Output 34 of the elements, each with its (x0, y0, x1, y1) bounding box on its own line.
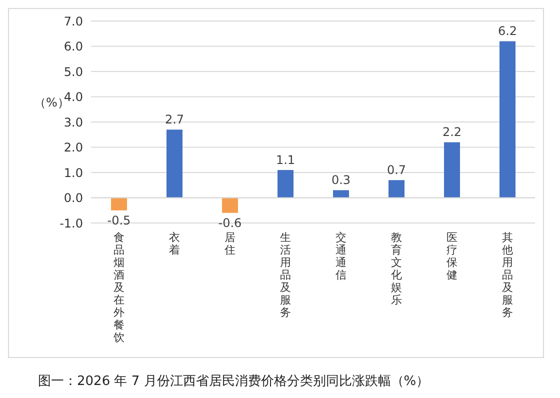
y-tick-label: 3.0 (64, 115, 83, 130)
data-label: 0.3 (331, 173, 351, 188)
bar (166, 130, 182, 198)
bar (388, 180, 404, 198)
x-tick-label: 其他用品及服务 (502, 231, 513, 319)
y-tick-label: 5.0 (64, 64, 83, 79)
data-label: 1.1 (276, 152, 296, 167)
x-tick-label: 交通通信 (335, 231, 346, 282)
data-label: 2.7 (164, 112, 184, 127)
data-label: 0.7 (386, 163, 406, 178)
y-tick-label: 0.0 (64, 191, 83, 206)
x-tick-label: 医疗保健 (446, 231, 458, 282)
x-tick-label: 衣着 (168, 231, 180, 256)
data-label: -0.5 (107, 213, 131, 228)
y-tick-label: -1.0 (60, 216, 83, 230)
bar (444, 142, 460, 198)
bar (111, 198, 127, 210)
bar (278, 170, 294, 198)
data-label: 2.2 (442, 125, 462, 140)
y-tick-label: 2.0 (64, 140, 83, 155)
text: 图一：2026 年 7 月份江西省居民消费价格分类别同比涨跌幅（%） (38, 373, 430, 390)
y-tick-label: 6.0 (64, 40, 83, 54)
category-label: 食品烟酒及在外餐饮 (113, 231, 124, 344)
y-tick-label: 4.0 (64, 90, 83, 104)
y-tick-label: 1.0 (64, 166, 83, 180)
x-tick-label: 居住 (224, 231, 236, 256)
data-label: 6.2 (498, 24, 518, 38)
bar (500, 41, 516, 198)
data-label: -0.6 (218, 216, 242, 230)
bar (222, 198, 238, 213)
y-tick-label: 7.0 (64, 14, 83, 28)
bar (333, 190, 349, 198)
x-tick-label: 教育文化娱乐 (390, 231, 402, 306)
x-tick-label: 生活用品及服务 (280, 231, 291, 319)
